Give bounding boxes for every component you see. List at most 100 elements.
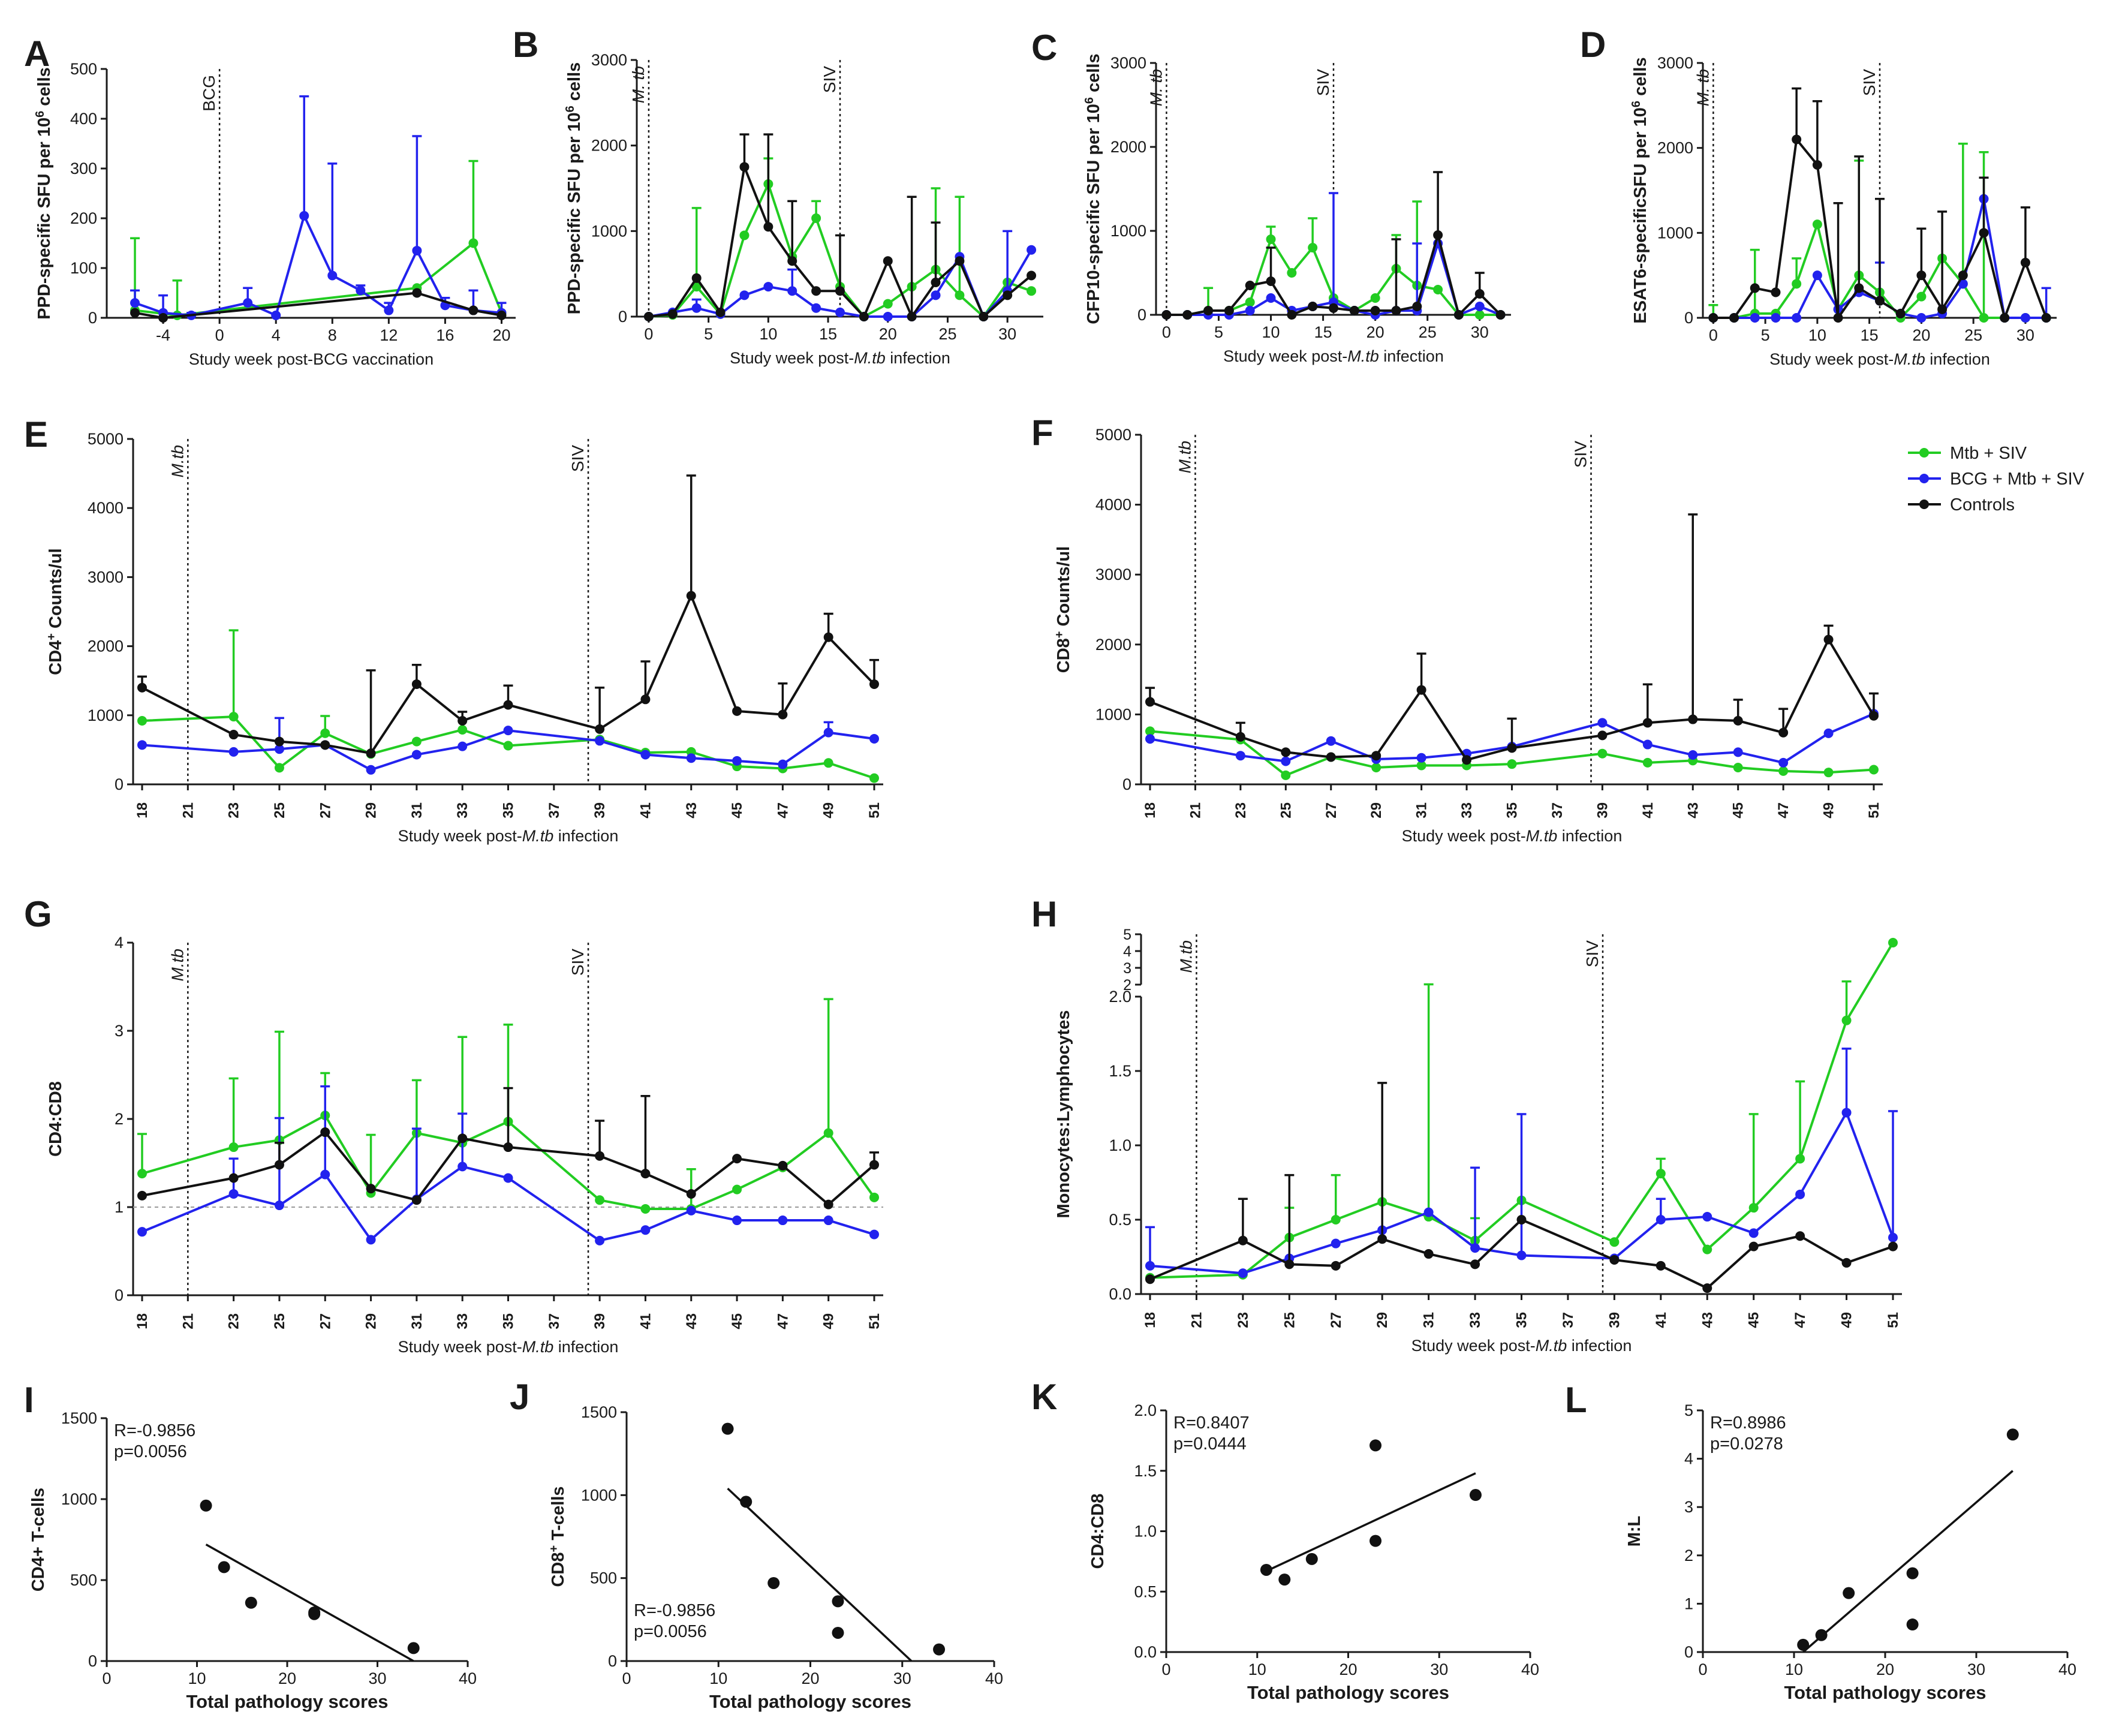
x-tick-label: -4 — [156, 326, 170, 344]
data-point — [1958, 270, 1968, 281]
data-point — [1349, 306, 1359, 315]
data-point — [384, 305, 394, 315]
data-point — [1888, 1241, 1898, 1251]
event-label: SIV — [820, 66, 839, 93]
data-point — [811, 286, 821, 296]
x-tick-label: 29 — [1368, 802, 1384, 819]
data-point — [243, 298, 253, 308]
data-point — [1416, 753, 1426, 763]
series-controls — [137, 1087, 879, 1210]
x-tick-label: 0 — [1709, 326, 1718, 344]
x-tick-label: 40 — [985, 1669, 1003, 1687]
x-tick-label: 35 — [501, 802, 517, 819]
data-point — [366, 765, 376, 775]
y-tick-label: 500 — [590, 1569, 617, 1587]
x-axis-label: Study week post-M.tb infection — [1402, 827, 1623, 845]
data-point — [496, 310, 507, 320]
data-point — [1729, 313, 1739, 323]
y-label-text: CD4:CD8 — [46, 1081, 65, 1157]
x-tick-label: 51 — [866, 802, 883, 819]
y-label-post: cells — [565, 62, 584, 106]
y-label-post: Counts/ul — [46, 548, 65, 633]
panel-I: I 0 500 1000 1500 0 10 20 30 40 Total pathology sc… — [24, 1380, 477, 1712]
data-point — [823, 727, 833, 738]
data-point — [869, 1229, 879, 1239]
y-label-sup: 6 — [1630, 101, 1643, 107]
x-tick-label: 0 — [215, 326, 224, 344]
x-tick-label: 30 — [1471, 323, 1489, 341]
x-tick-label: 30 — [1430, 1660, 1448, 1678]
x-tick-label: 27 — [1328, 1312, 1344, 1328]
data-point — [274, 736, 284, 747]
panel-letter: F — [1031, 413, 1054, 453]
x-tick-label: 0 — [622, 1669, 631, 1687]
data-point — [1609, 1237, 1620, 1247]
data-point — [457, 741, 468, 751]
fit-line — [1266, 1472, 1476, 1572]
data-point — [137, 716, 147, 726]
event-label: SIV — [1860, 69, 1879, 96]
x-tick-label: 41 — [1653, 1312, 1669, 1328]
data-point — [320, 1169, 330, 1180]
x-tick-label: 25 — [272, 802, 288, 819]
x-tick-label: 39 — [1606, 1312, 1623, 1328]
stat-text: p=0.0056 — [634, 1622, 707, 1641]
data-point — [686, 1189, 696, 1199]
data-point — [883, 299, 893, 309]
data-point — [1391, 306, 1401, 315]
x-tick-label: 30 — [368, 1669, 386, 1687]
event-label: M.tb — [168, 445, 186, 477]
x-tick-label: 27 — [317, 802, 333, 819]
fit-line — [1802, 1470, 2013, 1653]
data-point — [320, 1127, 330, 1138]
data-point — [411, 736, 422, 747]
x-tick-label: 20 — [879, 325, 897, 343]
data-point — [955, 256, 965, 266]
y-tick-label: 0.0 — [1134, 1643, 1157, 1661]
data-point — [778, 759, 788, 769]
x-label-post: infection — [1925, 350, 1990, 368]
data-point — [1433, 230, 1443, 240]
stat-text: R=-0.9856 — [114, 1421, 195, 1440]
panel-letter: L — [1565, 1380, 1587, 1420]
x-label-text: Total pathology scores — [709, 1691, 911, 1712]
data-point — [1778, 766, 1789, 776]
data-point — [1331, 1238, 1341, 1248]
data-point — [457, 1162, 468, 1172]
y-label-text: CD4:CD8 — [1088, 1494, 1107, 1569]
data-point — [1597, 730, 1608, 741]
x-tick-label: 23 — [1233, 802, 1249, 819]
x-tick-label: 10 — [709, 1669, 727, 1687]
data-point — [1869, 711, 1879, 721]
y-tick-label: 1500 — [581, 1403, 617, 1421]
series-controls — [643, 133, 1037, 321]
x-tick-label: 33 — [1459, 802, 1475, 819]
x-tick-label: 43 — [684, 1313, 700, 1329]
data-point — [1281, 770, 1291, 780]
x-tick-label: 49 — [1821, 802, 1837, 819]
data-point — [869, 773, 879, 783]
y-label-text: M:L — [1625, 1516, 1644, 1547]
x-label-text: Study week post- — [1411, 1337, 1536, 1355]
data-point — [1331, 1215, 1341, 1224]
x-tick-label: 30 — [2016, 326, 2034, 344]
panel-letter: E — [24, 414, 48, 455]
y-tick-label: 2000 — [1657, 139, 1693, 157]
data-point — [366, 1235, 376, 1245]
data-point — [732, 1215, 742, 1226]
data-point — [1470, 1259, 1480, 1269]
series-controls — [1145, 1082, 1898, 1293]
y-label-text: CD4+ T-cells — [29, 1488, 48, 1591]
x-label-italic: M.tb — [522, 827, 554, 845]
data-point — [1702, 1283, 1712, 1293]
data-point — [1812, 219, 1822, 230]
data-point — [1916, 313, 1927, 323]
y-axis-label: CFP10-specific SFU per 106 cells — [1083, 53, 1103, 324]
y-tick-label: 3000 — [1110, 54, 1146, 72]
data-point — [137, 682, 147, 693]
data-point — [1326, 752, 1336, 762]
data-point — [274, 1160, 284, 1170]
data-point — [1266, 293, 1276, 303]
data-point — [1331, 1260, 1341, 1271]
data-point — [1906, 1567, 1919, 1579]
